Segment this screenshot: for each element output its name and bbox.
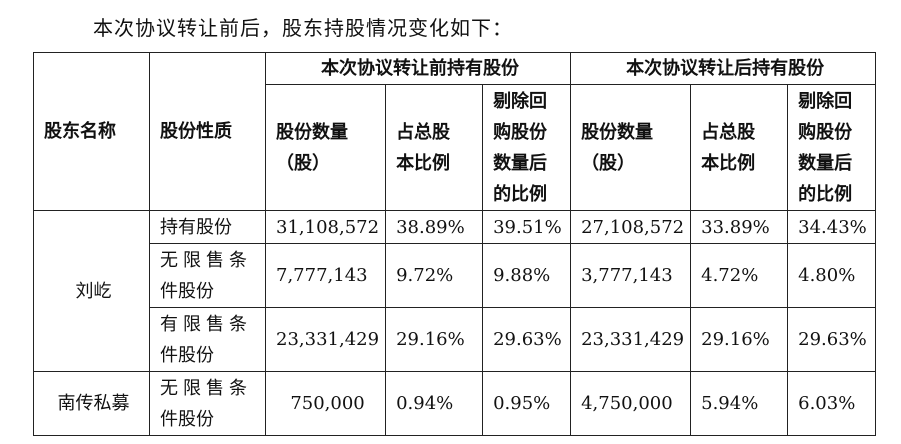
share-type-line2: 件股份 bbox=[160, 280, 214, 302]
after-quantity-cell: 23,331,429 bbox=[570, 307, 692, 372]
after-quantity-cell: 27,108,572 bbox=[570, 210, 692, 244]
header-row-groups: 股东名称 股份性质 本次协议转让前持有股份 本次协议转让后持有股份 bbox=[33, 52, 877, 211]
after-excl-ratio-cell: 29.63% bbox=[787, 307, 877, 372]
header-after-ratio: 占总股 本比例 bbox=[690, 84, 789, 211]
header-share-type: 股份性质 bbox=[149, 52, 266, 211]
header-after-excl-line4: 的比例 bbox=[798, 183, 853, 205]
share-type-line1: 无限售条 bbox=[160, 377, 252, 399]
header-before-quantity: 股份数量 （股） bbox=[264, 84, 387, 211]
header-shareholder: 股东名称 bbox=[33, 52, 150, 211]
header-after-quantity: 股份数量 （股） bbox=[570, 84, 692, 211]
share-type-cell: 无限售条 件股份 bbox=[149, 371, 266, 436]
header-before-excl-line1: 剔除回 bbox=[493, 90, 548, 112]
after-ratio-cell: 29.16% bbox=[690, 307, 789, 372]
header-row-columns: 股份数量 （股） 占总股 本比例 剔除回 购股份 数量后 的比例 股份数量 （股… bbox=[34, 84, 877, 211]
after-excl-ratio-cell: 6.03% bbox=[787, 371, 877, 436]
before-ratio-cell: 0.94% bbox=[385, 371, 484, 436]
header-before-excl-line3: 数量后 bbox=[493, 152, 548, 174]
header-after-quantity-line2: （股） bbox=[581, 152, 636, 174]
holder-cell-nanchuan: 南传私募 bbox=[33, 371, 150, 436]
table-row: 南传私募 无限售条 件股份 750,000 0.94% 0.95% 4,750,… bbox=[33, 371, 877, 436]
table-row: 无限售条 件股份 7,777,143 9.72% 9.88% 3,777,143… bbox=[34, 243, 877, 308]
after-ratio-cell: 5.94% bbox=[690, 371, 789, 436]
before-quantity-cell: 750,000 bbox=[264, 371, 387, 436]
after-quantity-cell: 3,777,143 bbox=[570, 243, 692, 308]
header-group-before: 本次协议转让前持有股份 bbox=[264, 52, 572, 85]
share-type-cell: 有限售条 件股份 bbox=[149, 307, 266, 372]
holder-cell-liuyi: 刘屹 bbox=[33, 210, 150, 372]
after-excl-ratio-cell: 4.80% bbox=[787, 243, 877, 308]
header-before-ratio: 占总股 本比例 bbox=[385, 84, 484, 211]
header-after-ratio-line1: 占总股 bbox=[701, 121, 756, 143]
header-after-ratio-line2: 本比例 bbox=[701, 152, 756, 174]
header-before-excl-line4: 的比例 bbox=[493, 183, 548, 205]
before-ratio-cell: 29.16% bbox=[385, 307, 484, 372]
intro-text: 本次协议转让前后，股东持股情况变化如下： bbox=[93, 16, 513, 40]
table-row: 有限售条 件股份 23,331,429 29.16% 29.63% 23,331… bbox=[34, 307, 877, 372]
before-ratio-cell: 9.72% bbox=[385, 243, 484, 308]
share-type-line2: 件股份 bbox=[160, 408, 214, 430]
header-before-excl: 剔除回 购股份 数量后 的比例 bbox=[482, 84, 572, 211]
before-excl-ratio-cell: 29.63% bbox=[482, 307, 572, 372]
before-excl-ratio-cell: 0.95% bbox=[482, 371, 572, 436]
share-type-line1: 无限售条 bbox=[160, 249, 252, 271]
header-after-excl: 剔除回 购股份 数量后 的比例 bbox=[787, 84, 877, 211]
after-ratio-cell: 4.72% bbox=[690, 243, 789, 308]
header-after-excl-line3: 数量后 bbox=[798, 152, 853, 174]
header-before-excl-line2: 购股份 bbox=[493, 121, 548, 143]
before-quantity-cell: 23,331,429 bbox=[264, 307, 387, 372]
before-quantity-cell: 7,777,143 bbox=[264, 243, 387, 308]
share-type-line1: 有限售条 bbox=[160, 313, 252, 335]
before-excl-ratio-cell: 39.51% bbox=[482, 210, 572, 244]
share-type-line2: 件股份 bbox=[160, 344, 214, 366]
shareholding-table: 股东名称 股份性质 本次协议转让前持有股份 本次协议转让后持有股份 股份数量 （… bbox=[33, 52, 877, 436]
before-quantity-cell: 31,108,572 bbox=[264, 210, 387, 244]
header-after-quantity-line1: 股份数量 bbox=[581, 121, 654, 143]
header-group-after: 本次协议转让后持有股份 bbox=[570, 52, 877, 85]
share-type-cell: 持有股份 bbox=[149, 210, 266, 244]
header-before-ratio-line1: 占总股 bbox=[396, 121, 451, 143]
header-after-excl-line1: 剔除回 bbox=[798, 90, 853, 112]
table-row: 刘屹 持有股份 31,108,572 38.89% 39.51% 27,108,… bbox=[33, 210, 877, 372]
before-ratio-cell: 38.89% bbox=[385, 210, 484, 244]
share-type-cell: 无限售条 件股份 bbox=[149, 243, 266, 308]
before-excl-ratio-cell: 9.88% bbox=[482, 243, 572, 308]
after-ratio-cell: 33.89% bbox=[690, 210, 789, 244]
after-excl-ratio-cell: 34.43% bbox=[787, 210, 877, 244]
header-before-quantity-line2: （股） bbox=[276, 152, 330, 174]
header-before-quantity-line1: 股份数量 bbox=[276, 121, 348, 143]
header-before-ratio-line2: 本比例 bbox=[396, 152, 451, 174]
header-after-excl-line2: 购股份 bbox=[798, 121, 853, 143]
after-quantity-cell: 4,750,000 bbox=[570, 371, 692, 436]
